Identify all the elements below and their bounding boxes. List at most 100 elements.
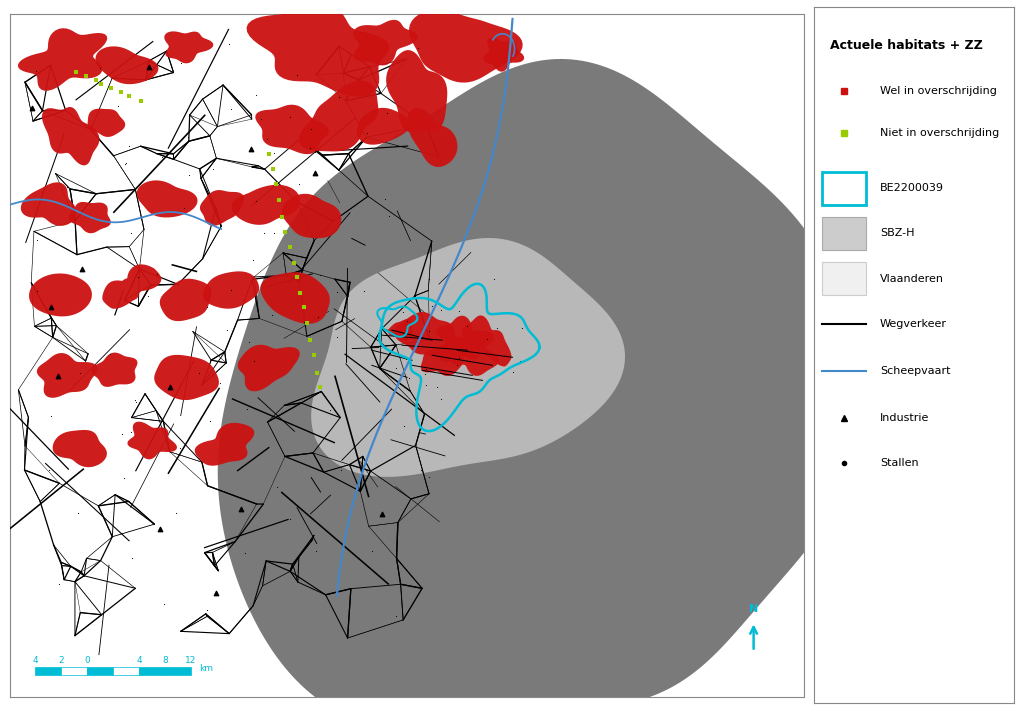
Point <box>162 381 178 393</box>
Polygon shape <box>155 355 219 400</box>
Point <box>308 368 325 379</box>
Point <box>420 325 436 336</box>
Text: 4: 4 <box>33 655 38 665</box>
Point <box>322 404 338 415</box>
Point <box>127 394 143 406</box>
Point <box>118 157 134 168</box>
Point <box>308 545 325 557</box>
Polygon shape <box>255 104 329 154</box>
Point <box>303 123 319 135</box>
Point <box>283 111 299 123</box>
Polygon shape <box>408 108 458 167</box>
Point <box>309 312 326 323</box>
Point <box>433 393 450 405</box>
Polygon shape <box>386 50 447 132</box>
Point <box>253 114 269 125</box>
Point <box>135 141 152 153</box>
Point <box>123 426 139 437</box>
Point <box>121 140 137 152</box>
Text: Industrie: Industrie <box>880 413 930 423</box>
Polygon shape <box>69 202 111 233</box>
Point <box>218 324 234 336</box>
Point <box>121 91 137 102</box>
Point <box>377 193 393 204</box>
Polygon shape <box>394 312 457 357</box>
Text: 0: 0 <box>84 655 90 665</box>
Polygon shape <box>388 319 413 341</box>
FancyBboxPatch shape <box>822 172 866 205</box>
Point <box>289 271 305 283</box>
Point <box>222 104 239 115</box>
Point <box>485 273 502 285</box>
Point <box>72 367 88 378</box>
Polygon shape <box>95 46 159 84</box>
Polygon shape <box>282 194 341 239</box>
Point <box>311 381 328 393</box>
Point <box>114 428 130 440</box>
Polygon shape <box>260 273 330 324</box>
Point <box>449 359 465 370</box>
Point <box>289 70 305 81</box>
Point <box>459 320 475 332</box>
Point <box>433 304 450 316</box>
Polygon shape <box>164 31 213 63</box>
Polygon shape <box>203 271 259 309</box>
Text: 8: 8 <box>162 655 168 665</box>
Point <box>418 379 434 391</box>
Point <box>212 378 228 389</box>
Polygon shape <box>20 183 77 226</box>
Point <box>395 420 412 431</box>
Point <box>263 309 280 320</box>
Point <box>237 547 253 558</box>
Point <box>199 604 215 616</box>
Point <box>232 503 249 515</box>
Point <box>70 507 86 519</box>
Point <box>282 241 298 252</box>
Bar <box>165 667 191 675</box>
Point <box>49 370 66 381</box>
Point <box>483 371 500 383</box>
Point <box>387 610 403 622</box>
Point <box>248 195 264 207</box>
Point <box>152 523 168 535</box>
Bar <box>139 667 165 675</box>
Point <box>364 546 380 558</box>
Polygon shape <box>91 352 137 387</box>
Point <box>410 42 426 54</box>
Polygon shape <box>52 430 106 467</box>
Point <box>421 273 437 285</box>
Polygon shape <box>102 265 162 309</box>
Point <box>307 146 324 158</box>
Polygon shape <box>462 315 512 367</box>
Point <box>92 62 109 73</box>
Point <box>173 57 189 68</box>
Point <box>243 143 259 154</box>
Point <box>259 133 275 145</box>
Point <box>123 227 139 239</box>
Text: Vlaanderen: Vlaanderen <box>880 274 944 283</box>
Point <box>418 362 434 374</box>
Polygon shape <box>218 59 859 725</box>
Polygon shape <box>299 80 379 152</box>
Polygon shape <box>450 336 499 376</box>
Text: Wegverkeer: Wegverkeer <box>880 319 947 329</box>
Text: km: km <box>199 663 213 673</box>
Point <box>295 316 311 328</box>
Bar <box>114 667 139 675</box>
Point <box>130 271 146 283</box>
Point <box>505 366 521 378</box>
Point <box>113 86 129 98</box>
Point <box>124 552 140 564</box>
Point <box>116 472 132 484</box>
Point <box>306 167 323 178</box>
Point <box>261 149 278 160</box>
Text: Stallen: Stallen <box>880 458 919 468</box>
Point <box>312 270 329 281</box>
Point <box>239 403 255 415</box>
Point <box>292 287 308 299</box>
Polygon shape <box>421 343 464 376</box>
Point <box>148 268 165 280</box>
Point <box>78 70 94 82</box>
Point <box>331 91 347 102</box>
Polygon shape <box>195 423 254 465</box>
